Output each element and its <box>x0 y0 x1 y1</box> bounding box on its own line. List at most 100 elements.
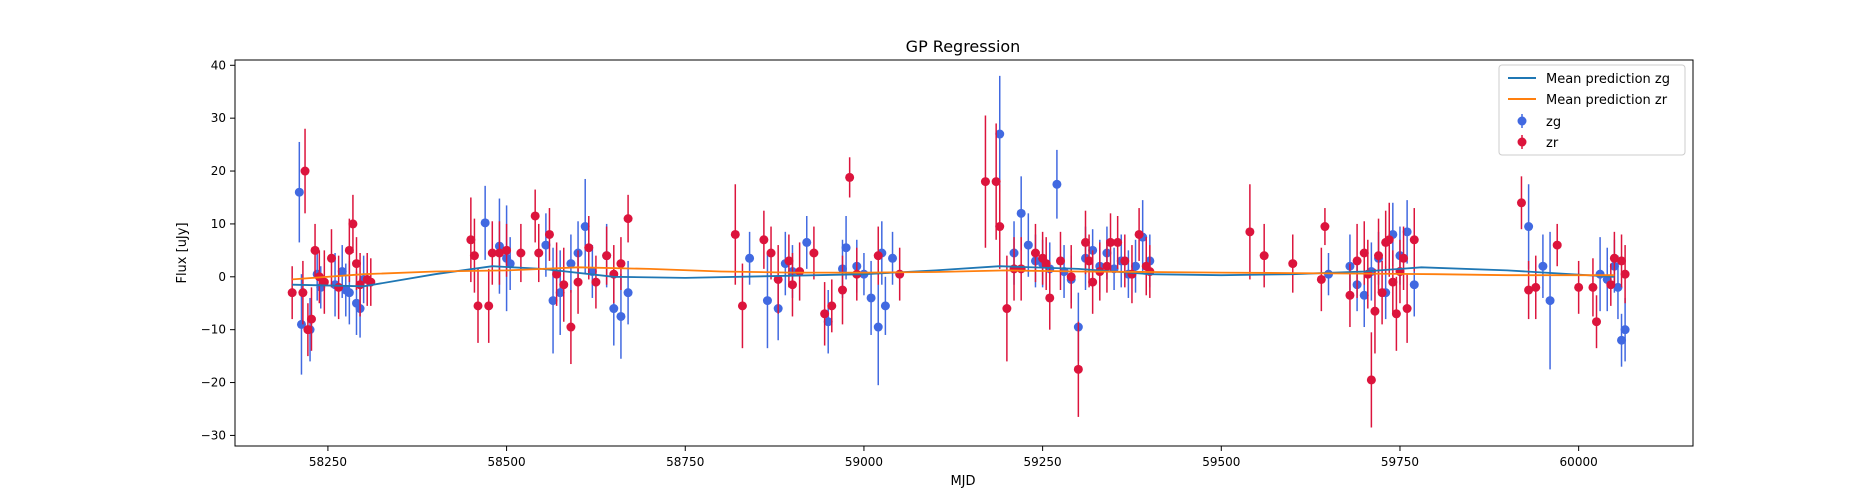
data-point-zr <box>1056 256 1065 265</box>
data-point-zr <box>1345 291 1354 300</box>
data-point-zg <box>1538 262 1547 271</box>
data-point-zr <box>1531 283 1540 292</box>
data-point-zg <box>888 254 897 263</box>
data-point-zg <box>1410 280 1419 289</box>
data-point-zg <box>1017 209 1026 218</box>
data-point-zr <box>1378 288 1387 297</box>
data-point-zr <box>1031 249 1040 258</box>
x-tick-label: 59000 <box>845 455 883 469</box>
y-tick-label: −30 <box>201 428 226 442</box>
data-point-zr <box>566 323 575 332</box>
data-point-zr <box>1588 283 1597 292</box>
data-point-zr <box>474 301 483 310</box>
data-point-zg <box>1621 325 1630 334</box>
data-point-zg <box>842 243 851 252</box>
data-point-zr <box>1403 304 1412 313</box>
y-tick-label: 10 <box>211 217 226 231</box>
data-point-zr <box>584 243 593 252</box>
data-point-zg <box>1596 270 1605 279</box>
data-point-zr <box>616 259 625 268</box>
data-point-zr <box>1353 256 1362 265</box>
data-point-zr <box>602 251 611 260</box>
data-point-zr <box>288 288 297 297</box>
legend-marker-zg <box>1518 117 1527 126</box>
x-tick-label: 59750 <box>1381 455 1419 469</box>
data-point-zr <box>767 249 776 258</box>
data-point-zg <box>763 296 772 305</box>
data-point-zr <box>470 251 479 260</box>
data-point-zr <box>1317 275 1326 284</box>
y-tick-label: 0 <box>218 270 226 284</box>
y-axis-label: Flux [uJy] <box>175 222 190 283</box>
y-tick-label: 30 <box>211 111 226 125</box>
legend-marker-zr <box>1518 138 1527 147</box>
data-point-zr <box>624 214 633 223</box>
data-point-zr <box>545 230 554 239</box>
data-point-zr <box>1074 365 1083 374</box>
data-point-zr <box>1370 307 1379 316</box>
data-point-zr <box>1621 270 1630 279</box>
data-point-zr <box>356 280 365 289</box>
data-point-zg <box>867 293 876 302</box>
data-point-zr <box>1088 278 1097 287</box>
data-point-zr <box>298 288 307 297</box>
data-point-zr <box>1517 198 1526 207</box>
data-point-zr <box>574 278 583 287</box>
data-point-zr <box>1574 283 1583 292</box>
y-tick-label: −10 <box>201 323 226 337</box>
data-point-zr <box>995 222 1004 231</box>
data-point-zr <box>1392 309 1401 318</box>
data-point-zr <box>981 177 990 186</box>
data-point-zg <box>295 188 304 197</box>
chart-title: GP Regression <box>906 37 1021 56</box>
data-point-zr <box>1017 264 1026 273</box>
data-point-zr <box>516 249 525 258</box>
data-point-zr <box>502 246 511 255</box>
data-point-zr <box>1385 235 1394 244</box>
data-point-zg <box>1052 180 1061 189</box>
data-point-zr <box>1260 251 1269 260</box>
data-point-zr <box>311 246 320 255</box>
data-point-zg <box>745 254 754 263</box>
data-point-zr <box>1113 238 1122 247</box>
data-point-zr <box>1320 222 1329 231</box>
y-tick-label: 40 <box>211 58 226 72</box>
x-tick-label: 59500 <box>1202 455 1240 469</box>
data-point-zr <box>1067 272 1076 281</box>
data-point-zr <box>1045 293 1054 302</box>
data-point-zr <box>1245 227 1254 236</box>
data-point-zr <box>809 249 818 258</box>
data-point-zr <box>591 278 600 287</box>
x-tick-label: 60000 <box>1560 455 1598 469</box>
data-point-zr <box>788 280 797 289</box>
legend-label-zr-mean: Mean prediction zr <box>1546 93 1668 108</box>
y-tick-label: −20 <box>201 376 226 390</box>
data-point-zr <box>738 301 747 310</box>
x-tick-label: 58500 <box>487 455 525 469</box>
data-point-zr <box>759 235 768 244</box>
data-point-zr <box>301 167 310 176</box>
data-point-zr <box>348 219 357 228</box>
data-point-zg <box>1546 296 1555 305</box>
y-tick-label: 20 <box>211 164 226 178</box>
data-point-zr <box>531 211 540 220</box>
data-point-zr <box>484 301 493 310</box>
data-point-zr <box>1410 235 1419 244</box>
data-point-zr <box>1120 256 1129 265</box>
data-point-zr <box>1367 375 1376 384</box>
data-point-zr <box>1374 251 1383 260</box>
data-point-zr <box>307 315 316 324</box>
data-point-zg <box>874 323 883 332</box>
data-point-zr <box>845 173 854 182</box>
x-tick-label: 58750 <box>666 455 704 469</box>
data-point-zg <box>481 218 490 227</box>
data-point-zg <box>881 301 890 310</box>
data-point-zr <box>838 286 847 295</box>
data-point-zg <box>1524 222 1533 231</box>
data-point-zr <box>1399 254 1408 263</box>
data-point-zr <box>534 249 543 258</box>
x-tick-label: 58250 <box>309 455 347 469</box>
data-point-zg <box>345 288 354 297</box>
data-point-zr <box>1592 317 1601 326</box>
